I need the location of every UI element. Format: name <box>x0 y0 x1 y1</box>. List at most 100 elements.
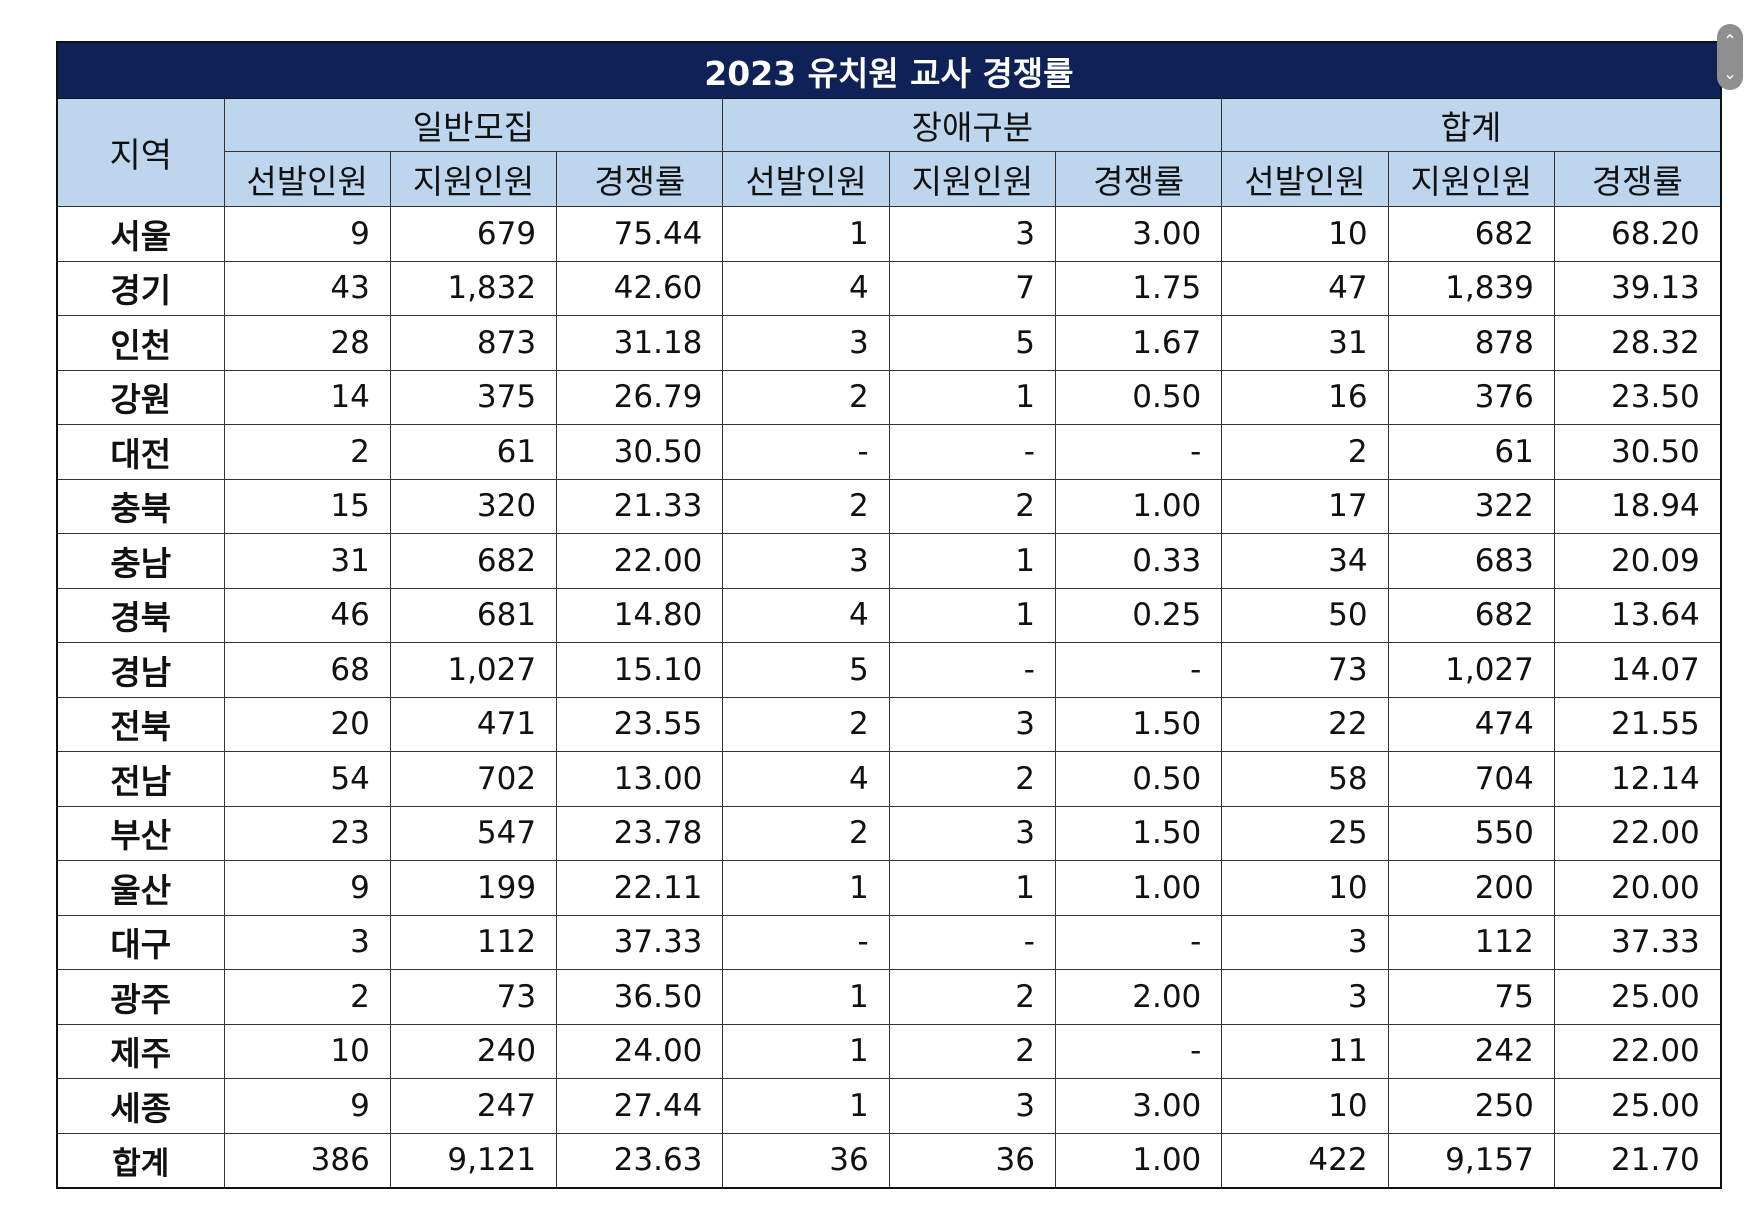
value-cell: 34 <box>1221 533 1389 589</box>
region-cell: 전북 <box>56 696 225 752</box>
value-cell: 0.25 <box>1054 587 1223 643</box>
table-row: 강원 14 375 26.79 2 1 0.50 16 376 23.50 <box>56 369 1722 425</box>
value-cell: 1 <box>888 587 1056 643</box>
value-cell: 3 <box>1221 914 1389 970</box>
value-cell: 13.64 <box>1553 587 1722 643</box>
value-cell: 3 <box>888 206 1056 262</box>
region-cell: 합계 <box>56 1132 225 1189</box>
value-cell: 39.13 <box>1553 260 1722 316</box>
value-cell: 2 <box>722 805 890 861</box>
value-cell: 21.55 <box>1553 696 1722 752</box>
value-cell: 0.50 <box>1054 751 1223 807</box>
value-cell: 28.32 <box>1553 315 1722 371</box>
value-cell: 21.33 <box>556 478 724 534</box>
value-cell: 550 <box>1387 805 1555 861</box>
value-cell: 22 <box>1221 696 1389 752</box>
chevron-up-icon[interactable]: ⌃ <box>1723 30 1737 50</box>
value-cell: 547 <box>389 805 558 861</box>
value-cell: 10 <box>1221 206 1389 262</box>
table-row: 경남 68 1,027 15.10 5- -73 1,027 14.07 <box>56 642 1722 698</box>
scroll-widget[interactable]: ⌃ ⌄ <box>1717 24 1743 90</box>
value-cell: 320 <box>389 478 558 534</box>
value-cell: 4 <box>722 751 890 807</box>
value-cell: 1.00 <box>1054 1132 1223 1189</box>
value-cell: 3 <box>888 1078 1056 1134</box>
value-cell: 9,157 <box>1387 1132 1555 1189</box>
value-cell: 20.00 <box>1553 860 1722 916</box>
table-row: 경북 46 681 14.80 4 1 0.25 50 682 13.64 <box>56 587 1722 643</box>
value-cell: 2 <box>888 478 1056 534</box>
value-cell: 9,121 <box>389 1132 558 1189</box>
value-cell: 471 <box>389 696 558 752</box>
value-cell: 1 <box>722 969 890 1025</box>
value-cell: 682 <box>1387 587 1555 643</box>
value-cell: 474 <box>1387 696 1555 752</box>
value-cell: 5 <box>722 642 890 698</box>
value-cell: 68 <box>223 642 391 698</box>
value-cell: 682 <box>389 533 558 589</box>
value-cell: 240 <box>389 1023 558 1079</box>
value-cell: 24.00 <box>556 1023 724 1079</box>
value-cell: 878 <box>1387 315 1555 371</box>
value-cell: 31 <box>1221 315 1389 371</box>
value-cell: 3 <box>888 805 1056 861</box>
table-body: 서울 9 679 75.44 1 3 3.00 10 682 68.20 경기 43 1,832 42.6… <box>56 206 1722 1189</box>
value-cell: 679 <box>389 206 558 262</box>
value-cell: 2 <box>223 969 391 1025</box>
value-cell: 3 <box>1221 969 1389 1025</box>
competition-rate-table: 2023 유치원 교사 경쟁률 지역 일반모집 장애구분 합계 선발인원 지원인… <box>56 41 1722 1189</box>
group-header-general: 일반모집 <box>223 98 724 152</box>
value-cell: 36 <box>888 1132 1056 1189</box>
value-cell: - <box>888 424 1056 480</box>
value-cell: 10 <box>223 1023 391 1079</box>
value-cell: 1 <box>888 860 1056 916</box>
table-title: 2023 유치원 교사 경쟁률 <box>56 41 1722 99</box>
region-cell: 경기 <box>56 260 225 316</box>
value-cell: 1.50 <box>1054 696 1223 752</box>
subheader-applicants: 지원인원 <box>1387 151 1555 207</box>
value-cell: 14.07 <box>1553 642 1722 698</box>
value-cell: 30.50 <box>1553 424 1722 480</box>
value-cell: 15 <box>223 478 391 534</box>
value-cell: - <box>722 914 890 970</box>
value-cell: 22.11 <box>556 860 724 916</box>
value-cell: 43 <box>223 260 391 316</box>
region-cell: 울산 <box>56 860 225 916</box>
subheader-selected: 선발인원 <box>722 151 890 207</box>
value-cell: 61 <box>389 424 558 480</box>
value-cell: 2 <box>223 424 391 480</box>
value-cell: 13.00 <box>556 751 724 807</box>
value-cell: 37.33 <box>556 914 724 970</box>
group-header-disability: 장애구분 <box>722 98 1223 152</box>
region-cell: 서울 <box>56 206 225 262</box>
value-cell: 0.33 <box>1054 533 1223 589</box>
value-cell: 386 <box>223 1132 391 1189</box>
value-cell: 200 <box>1387 860 1555 916</box>
value-cell: 28 <box>223 315 391 371</box>
region-cell: 전남 <box>56 751 225 807</box>
table-row: 대전 2 61 30.50- - -2 61 30.50 <box>56 424 1722 480</box>
value-cell: - <box>722 424 890 480</box>
subheader-rate: 경쟁률 <box>556 151 724 207</box>
value-cell: 112 <box>1387 914 1555 970</box>
value-cell: 3 <box>223 914 391 970</box>
value-cell: 21.70 <box>1553 1132 1722 1189</box>
value-cell: 3.00 <box>1054 1078 1223 1134</box>
value-cell: 1,027 <box>1387 642 1555 698</box>
region-cell: 강원 <box>56 369 225 425</box>
value-cell: 322 <box>1387 478 1555 534</box>
value-cell: 1 <box>722 206 890 262</box>
chevron-down-icon[interactable]: ⌄ <box>1723 63 1737 83</box>
value-cell: 1 <box>722 1078 890 1134</box>
value-cell: 112 <box>389 914 558 970</box>
value-cell: 23 <box>223 805 391 861</box>
region-header: 지역 <box>56 98 225 207</box>
region-cell: 대전 <box>56 424 225 480</box>
value-cell: 9 <box>223 860 391 916</box>
value-cell: 22.00 <box>556 533 724 589</box>
value-cell: - <box>1054 424 1223 480</box>
value-cell: 31 <box>223 533 391 589</box>
value-cell: 14 <box>223 369 391 425</box>
value-cell: 9 <box>223 1078 391 1134</box>
value-cell: - <box>1054 1023 1223 1079</box>
